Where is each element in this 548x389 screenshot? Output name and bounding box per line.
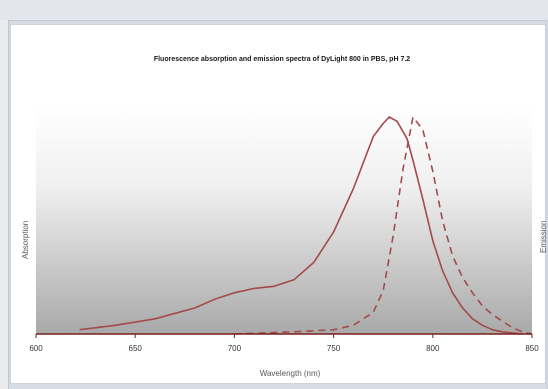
x-tick-label: 850 bbox=[525, 344, 539, 353]
absorption-curve bbox=[79, 116, 523, 335]
x-tick-label: 650 bbox=[129, 344, 143, 353]
left-border bbox=[0, 20, 9, 389]
top-bar bbox=[0, 0, 548, 21]
emission-curve bbox=[234, 116, 533, 335]
plot-area bbox=[36, 107, 532, 334]
x-tick-label: 800 bbox=[426, 344, 440, 353]
y-axis-title-left: Absorption bbox=[21, 220, 30, 259]
chart-panel: 600 650 700 750 800 850 Fluorescence absorpti… bbox=[10, 24, 548, 384]
x-tick-label: 600 bbox=[29, 344, 43, 353]
x-tick-label: 700 bbox=[228, 344, 242, 353]
x-tick-label: 750 bbox=[327, 344, 341, 353]
x-axis-title: Wavelength (nm) bbox=[259, 369, 321, 378]
spectra-chart: 600 650 700 750 800 850 bbox=[29, 107, 539, 353]
chart-title: Fluorescence absorption and emission spe… bbox=[153, 56, 411, 63]
right-border bbox=[546, 20, 548, 389]
y-axis-title-right: Emission bbox=[539, 220, 548, 253]
